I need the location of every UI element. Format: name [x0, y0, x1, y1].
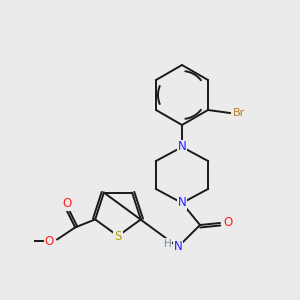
Text: N: N	[178, 140, 186, 154]
Text: Br: Br	[233, 108, 245, 118]
Text: N: N	[174, 241, 182, 254]
Text: N: N	[178, 196, 186, 209]
Text: O: O	[44, 235, 54, 248]
Text: H: H	[164, 239, 172, 249]
Text: S: S	[114, 230, 122, 242]
Text: O: O	[62, 197, 72, 210]
Text: O: O	[224, 217, 232, 230]
